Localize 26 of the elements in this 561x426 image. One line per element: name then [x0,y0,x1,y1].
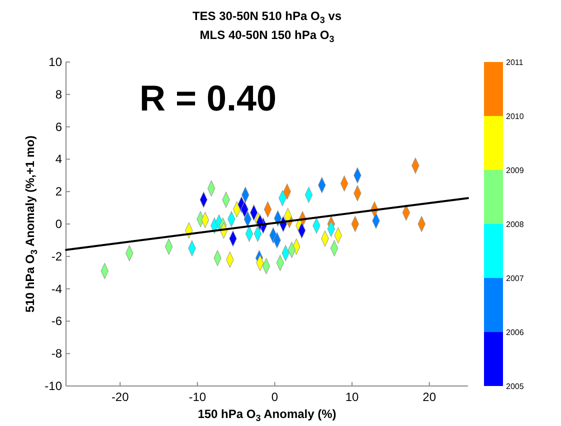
color-bar-label: 2008 [506,220,524,229]
y-tick-label: 6 [55,120,62,134]
color-bar-label: 2007 [506,274,524,283]
x-tick-label: 0 [271,390,278,404]
y-tick-label: 8 [55,87,62,102]
y-tick-label: -10 [44,379,62,393]
color-bar-label: 2006 [506,328,524,337]
y-tick-label: -6 [51,314,62,328]
x-tick-label: 20 [422,390,436,404]
y-tick-label: 0 [55,217,62,231]
y-tick-label: 4 [55,152,62,166]
y-tick-label: -4 [51,282,62,296]
x-tick-label: -20 [111,390,130,404]
x-tick-label: -10 [188,390,206,404]
color-bar-label: 2010 [506,112,524,121]
x-axis-title: 150 hPa O$_{3}$ Anomaly (%) [198,407,336,423]
color-bar-label: 2005 [506,382,524,391]
annotation: R = 0.40 [139,78,277,119]
y-tick-label: 10 [48,55,62,69]
color-bar-label: 2011 [506,58,524,67]
color-bar-label: 2009 [506,166,524,175]
y-tick-label: -2 [51,249,62,264]
y-tick-label: -8 [51,346,62,361]
y-tick-label: 2 [55,184,62,199]
chart-title: TES 30-50N 510 hPa O$_{3}$ vs MLS 40-50N 150 hPa O$_{3}$ [192,9,342,44]
x-tick-label: 10 [345,390,360,404]
